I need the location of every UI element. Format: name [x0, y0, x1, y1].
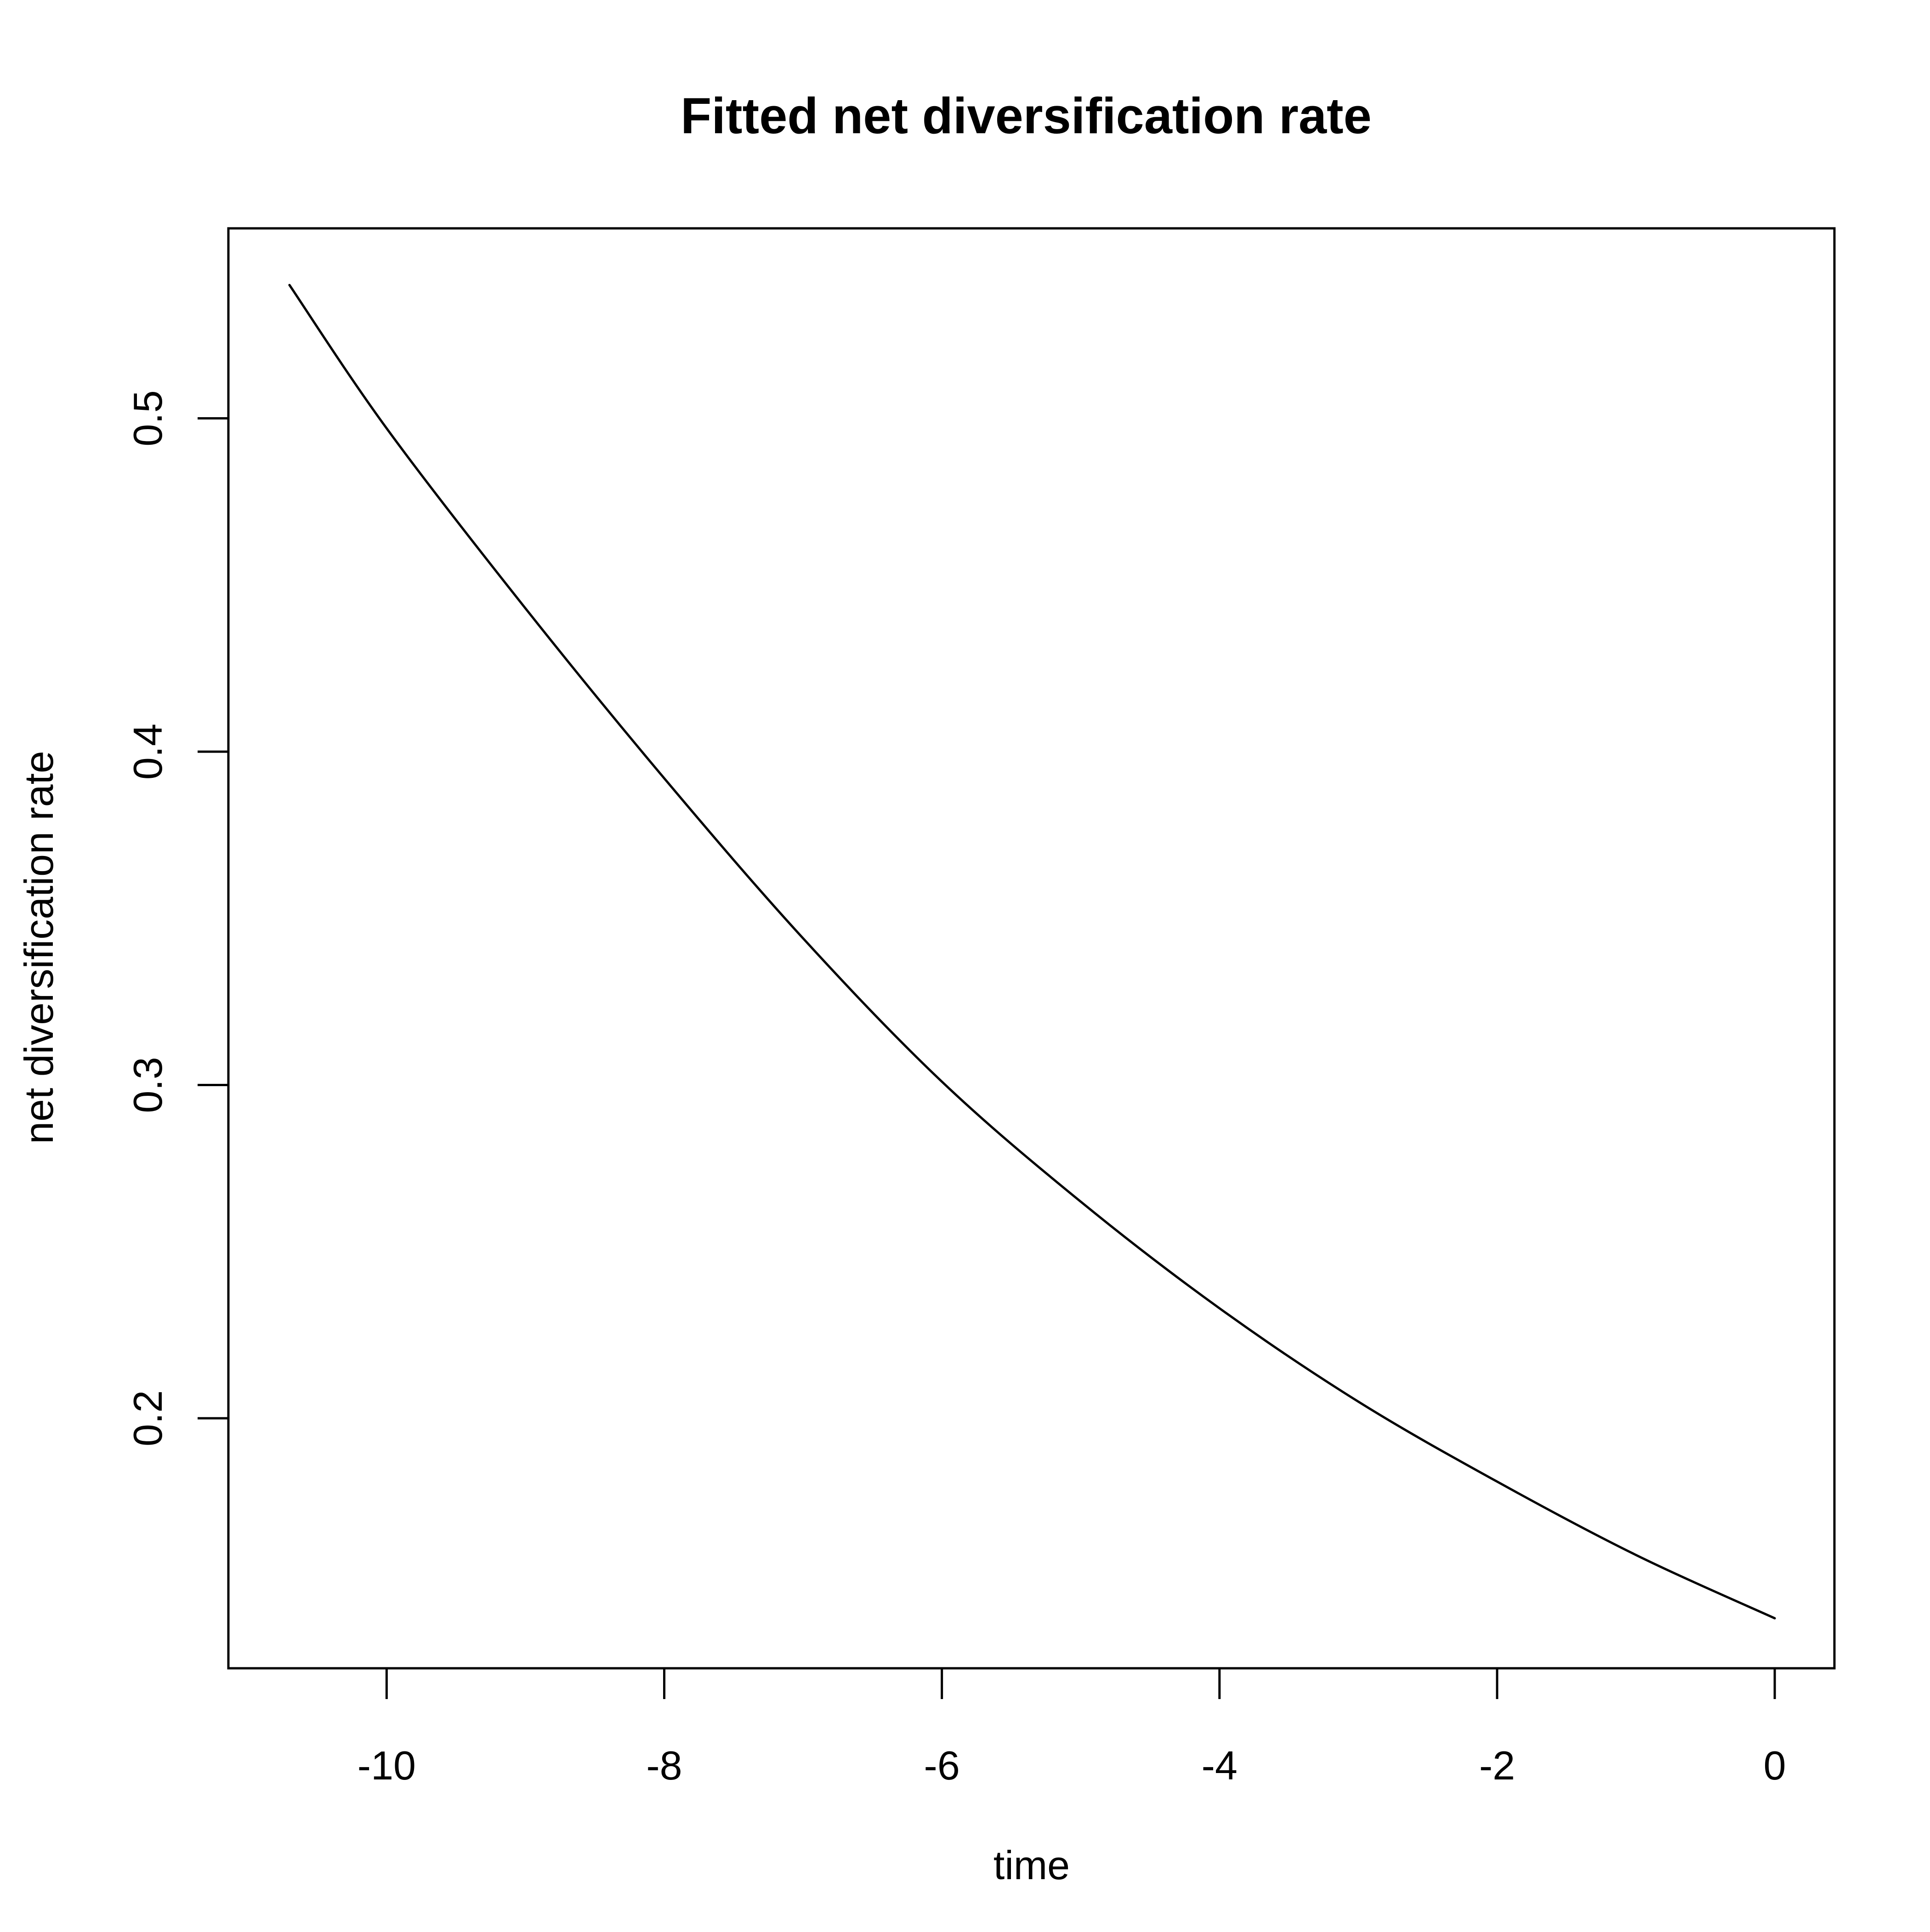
x-tick-label: -8 [646, 1743, 682, 1788]
chart-title: Fitted net diversification rate [681, 88, 1372, 144]
y-axis-title: net diversification rate [16, 751, 62, 1144]
y-tick-label: 0.4 [125, 724, 170, 780]
y-tick-label: 0.5 [125, 390, 170, 446]
series-layer [288, 283, 1776, 1620]
x-tick-label: -2 [1479, 1743, 1515, 1788]
y-tick-label: 0.2 [125, 1390, 170, 1446]
x-tick-label: -4 [1202, 1743, 1237, 1788]
y-axis: 0.2 0.3 0.4 0.5 [125, 390, 230, 1446]
y-tick-label: 0.3 [125, 1057, 170, 1113]
x-tick-label: -10 [358, 1743, 416, 1788]
x-tick-label: -6 [924, 1743, 960, 1788]
series-line [288, 283, 1776, 1620]
x-axis-title: time [993, 1842, 1070, 1888]
x-tick-label: 0 [1764, 1743, 1786, 1788]
x-axis: -10 -8 -6 -4 -2 0 [358, 1667, 1786, 1788]
